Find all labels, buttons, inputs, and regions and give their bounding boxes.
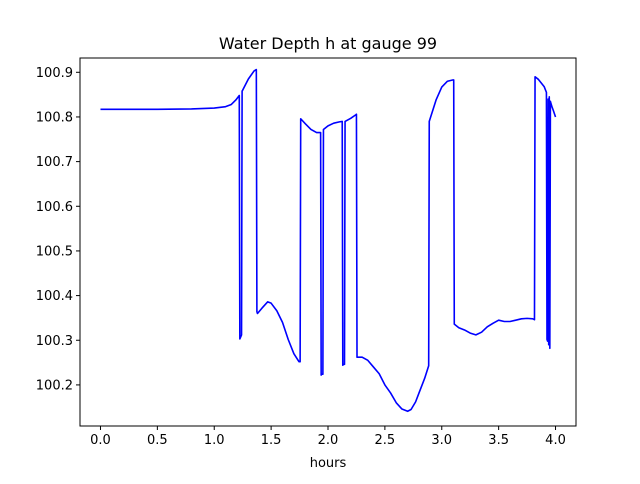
y-tick-label: 100.7 — [36, 155, 73, 170]
x-tick-label: 2.5 — [375, 433, 396, 448]
series-line-0 — [100, 68, 557, 413]
x-axis-label: hours — [310, 456, 347, 471]
y-tick-label: 100.2 — [36, 378, 73, 393]
x-tick-label: 3.0 — [431, 433, 452, 448]
x-tick-label: 1.0 — [204, 433, 225, 448]
y-tick-label: 100.9 — [36, 66, 73, 81]
plot-area: 0.0 0.5 1.0 1.5 2.0 2.5 3.0 3.5 4.0 100.2 100.3 100… — [36, 57, 577, 448]
x-tick-label: 0.0 — [90, 433, 111, 448]
x-tick-label: 4.0 — [545, 433, 566, 448]
x-tick-label: 0.5 — [147, 433, 168, 448]
x-tick-label: 1.5 — [261, 433, 282, 448]
x-tick-label: 2.0 — [318, 433, 339, 448]
x-tick-label: 3.5 — [488, 433, 509, 448]
y-tick-label: 100.5 — [36, 244, 73, 259]
chart-title: Water Depth h at gauge 99 — [219, 34, 437, 53]
y-tick-label: 100.3 — [36, 334, 73, 349]
y-tick-label: 100.4 — [36, 289, 73, 304]
y-tick-label: 100.8 — [36, 110, 73, 125]
y-tick-label: 100.6 — [36, 200, 73, 215]
